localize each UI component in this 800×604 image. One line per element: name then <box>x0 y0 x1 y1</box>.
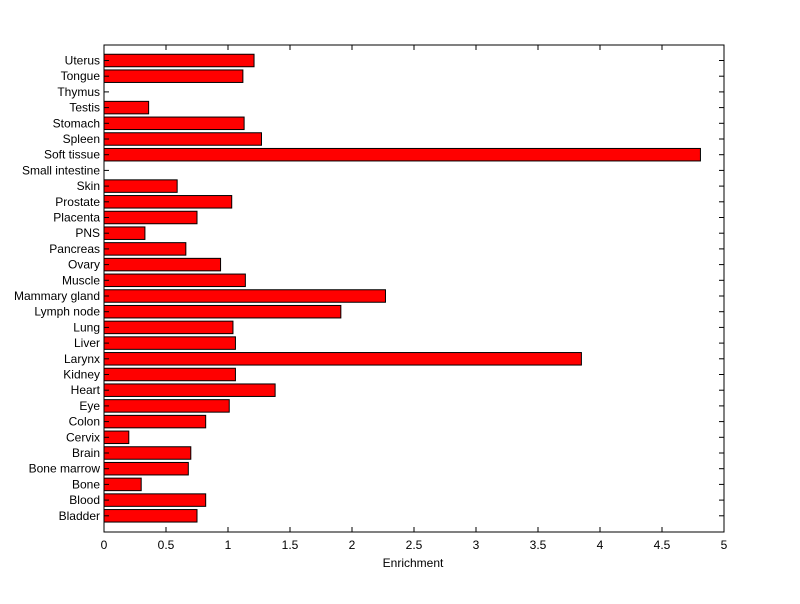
y-tick-label: Cervix <box>66 430 100 444</box>
y-tick-label: Bone <box>72 477 100 491</box>
x-tick-label: 3.5 <box>530 538 547 552</box>
y-tick-label: Mammary gland <box>14 289 100 303</box>
bar-prostate <box>103 195 233 209</box>
y-tick-label: Blood <box>69 493 100 507</box>
bar-colon <box>103 414 207 429</box>
y-tick-label: Lymph node <box>34 305 100 319</box>
x-tick-labels: 0 0.5 1 1.5 2 2.5 3 3.5 4 4.5 5 <box>101 538 728 552</box>
bar-placenta <box>103 210 198 225</box>
bar-spleen <box>103 132 262 146</box>
y-tick-label: Stomach <box>53 116 100 130</box>
y-tick-label: Pancreas <box>49 242 100 256</box>
x-tick-label: 5 <box>721 538 728 552</box>
bar-soft-tissue <box>103 147 701 162</box>
y-tick-label: Muscle <box>62 273 100 287</box>
y-tick-label: Brain <box>72 446 100 460</box>
y-tick-label: Spleen <box>63 132 100 146</box>
y-tick-label: Tongue <box>61 69 101 83</box>
bar-lymph-node <box>103 304 342 319</box>
x-tick-label: 1 <box>225 538 232 552</box>
bar-tongue <box>103 69 244 83</box>
y-tick-label: Soft tissue <box>44 148 100 162</box>
bar-pancreas <box>103 242 187 256</box>
bar-eye <box>103 399 230 413</box>
x-tick-label: 3 <box>473 538 480 552</box>
bar-uterus <box>103 53 255 68</box>
y-tick-label: Thymus <box>57 85 100 99</box>
bar-pns <box>103 226 146 240</box>
bar-larynx <box>103 352 582 366</box>
bar-muscle <box>103 273 246 288</box>
y-tick-label: Prostate <box>55 195 100 209</box>
bar-bone-marrow <box>103 461 189 476</box>
x-tick-label: 1.5 <box>282 538 299 552</box>
y-tick-label: Bladder <box>59 509 100 523</box>
x-tick-label: 4.5 <box>654 538 671 552</box>
bar-testis <box>103 100 150 115</box>
x-tick-label: 2 <box>349 538 356 552</box>
x-tick-label: 0 <box>101 538 108 552</box>
x-tick-label: 4 <box>597 538 604 552</box>
y-tick-label: PNS <box>75 226 100 240</box>
x-axis-label: Enrichment <box>383 556 444 570</box>
bar-blood <box>103 493 207 507</box>
bar-bladder <box>103 509 198 523</box>
y-tick-label: Skin <box>77 179 100 193</box>
bar-stomach <box>103 116 245 131</box>
bar-mammary-gland <box>103 289 386 303</box>
bar-brain <box>103 446 192 460</box>
x-tick-label: 0.5 <box>158 538 175 552</box>
y-tick-label: Small intestine <box>22 163 100 177</box>
y-tick-label: Larynx <box>64 352 100 366</box>
bar-bone <box>103 477 142 492</box>
y-tick-label: Testis <box>69 101 100 115</box>
y-tick-label: Ovary <box>68 258 100 272</box>
y-tick-label: Placenta <box>53 211 100 225</box>
y-tick-label: Eye <box>79 399 100 413</box>
bar-lung <box>103 320 234 335</box>
y-tick-label: Bone marrow <box>29 462 101 476</box>
y-tick-label: Kidney <box>63 368 100 382</box>
bar-kidney <box>103 367 236 382</box>
plot-frame <box>103 44 725 533</box>
y-tick-label: Uterus <box>65 54 100 68</box>
x-tick-label: 2.5 <box>406 538 423 552</box>
y-tick-label: Colon <box>69 415 100 429</box>
bar-heart <box>103 383 276 397</box>
bar-skin <box>103 179 178 193</box>
y-tick-label: Liver <box>74 336 100 350</box>
bar-liver <box>103 336 236 350</box>
bar-ovary <box>103 257 222 272</box>
y-tick-label: Heart <box>71 383 101 397</box>
y-tick-label: Lung <box>73 320 100 334</box>
